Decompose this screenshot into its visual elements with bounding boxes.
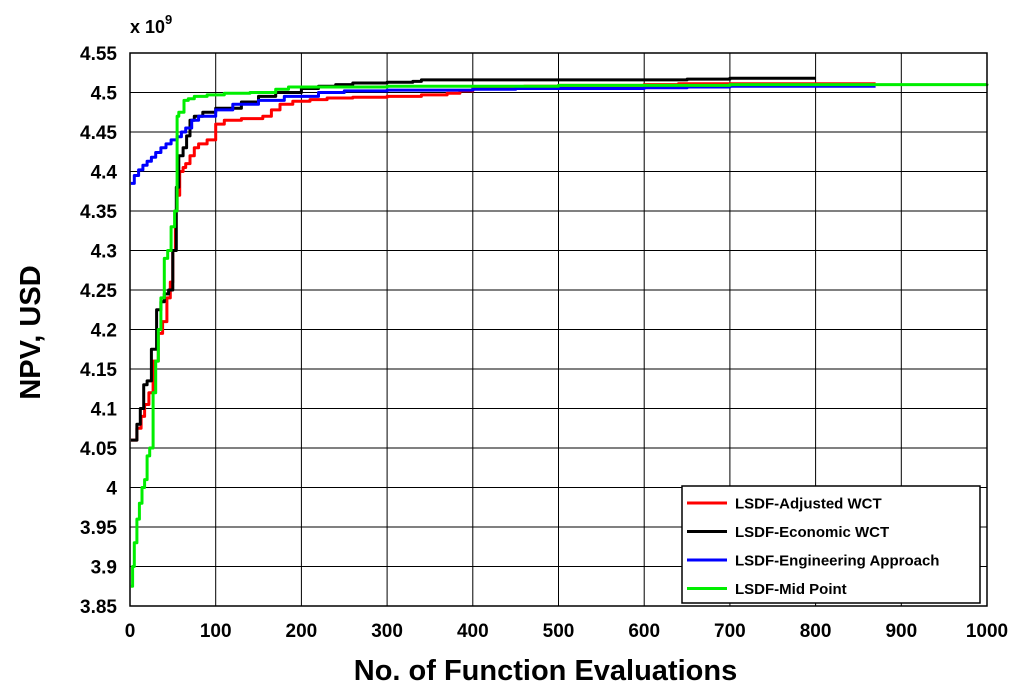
y-tick-label: 4.4: [91, 163, 118, 184]
y-tick-label: 3.85: [80, 597, 117, 618]
legend: LSDF-Adjusted WCT LSDF-Economic WCT LSDF-E…: [681, 485, 981, 604]
series-line-1: [130, 82, 876, 442]
y-tick-label: 4.05: [80, 439, 117, 460]
series-line-4: [130, 83, 989, 588]
legend-label: LSDF-Economic WCT: [735, 524, 889, 541]
y-axis-exponent-label: x 109: [130, 12, 172, 37]
x-tick-label: 400: [457, 621, 489, 642]
legend-label: LSDF-Adjusted WCT: [735, 496, 882, 513]
y-tick-label: 4.5: [91, 84, 118, 105]
y-tick-label: 4.2: [91, 321, 117, 342]
x-axis-title: No. of Function Evaluations: [354, 655, 737, 687]
x-tick-label: 300: [371, 621, 403, 642]
y-tick-label: 4: [106, 479, 117, 500]
y-tick-label: 4.45: [80, 123, 117, 144]
tick-labels: 0 100 200 300 400 500 600 700 800 900 1000 3.85 3.9 3…: [80, 44, 1008, 642]
y-tick-label: 4.1: [91, 400, 118, 421]
legend-label: LSDF-Engineering Approach: [735, 553, 939, 570]
y-axis-title: NPV, USD: [15, 265, 47, 399]
x-tick-label: 0: [125, 621, 136, 642]
x-tick-label: 700: [714, 621, 746, 642]
plot-area-frame: [129, 52, 988, 607]
legend-box: [681, 485, 981, 604]
y-tick-label: 3.95: [80, 518, 117, 539]
x-tick-label: 800: [800, 621, 832, 642]
x-tick-label: 600: [628, 621, 660, 642]
y-tick-label: 4.55: [80, 44, 117, 65]
x-tick-label: 900: [885, 621, 917, 642]
series-lines: [130, 76, 989, 588]
x-tick-label: 500: [543, 621, 575, 642]
x-tick-label: 1000: [966, 621, 1008, 642]
y-tick-label: 4.25: [80, 281, 117, 302]
x-tick-label: 100: [200, 621, 232, 642]
y-tick-label: 4.3: [91, 242, 117, 263]
y-tick-label: 3.9: [91, 558, 117, 579]
legend-label: LSDF-Mid Point: [735, 581, 847, 598]
series-line-3: [130, 84, 876, 185]
series-line-2: [130, 76, 816, 442]
x-tick-label: 200: [286, 621, 318, 642]
y-tick-label: 4.35: [80, 202, 117, 223]
y-tick-label: 4.15: [80, 360, 117, 381]
